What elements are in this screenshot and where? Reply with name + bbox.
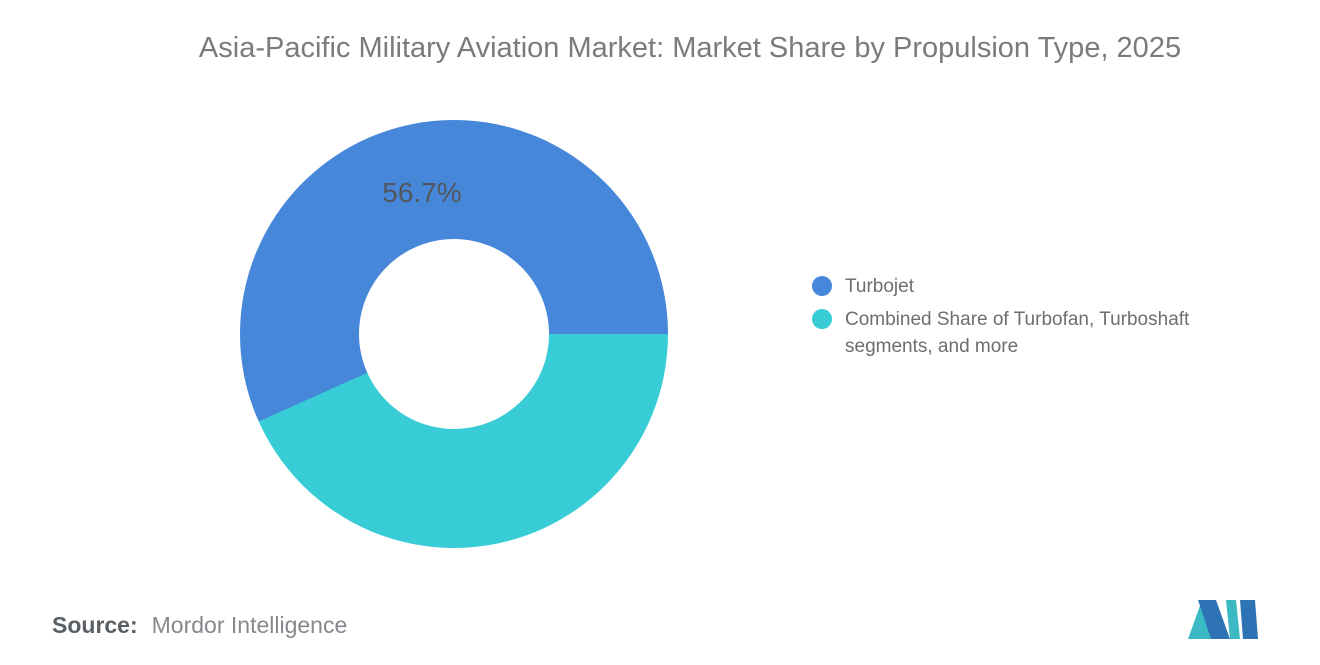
source-text: Mordor Intelligence [151, 612, 348, 638]
donut-chart[interactable]: 56.7% [240, 120, 668, 548]
chart-title: Asia-Pacific Military Aviation Market: M… [198, 32, 1182, 64]
legend-swatch-icon [812, 309, 832, 329]
slice-label-turbojet: 56.7% [382, 177, 462, 208]
source-line: Source: Mordor Intelligence [52, 612, 347, 639]
legend-item-turbojet[interactable]: Turbojet [812, 273, 1275, 300]
legend-label: Turbojet [845, 276, 914, 297]
legend-swatch-icon [812, 276, 832, 296]
donut-hole [359, 239, 549, 429]
legend-label: Combined Share of Turbofan, Turboshaft s… [845, 309, 1190, 357]
mordor-intelligence-logo-icon [1188, 600, 1258, 639]
legend: Turbojet Combined Share of Turbofan, Tur… [812, 273, 1275, 360]
legend-item-combined-share[interactable]: Combined Share of Turbofan, Turboshaft s… [812, 306, 1275, 360]
source-prefix: Source: [52, 612, 138, 638]
